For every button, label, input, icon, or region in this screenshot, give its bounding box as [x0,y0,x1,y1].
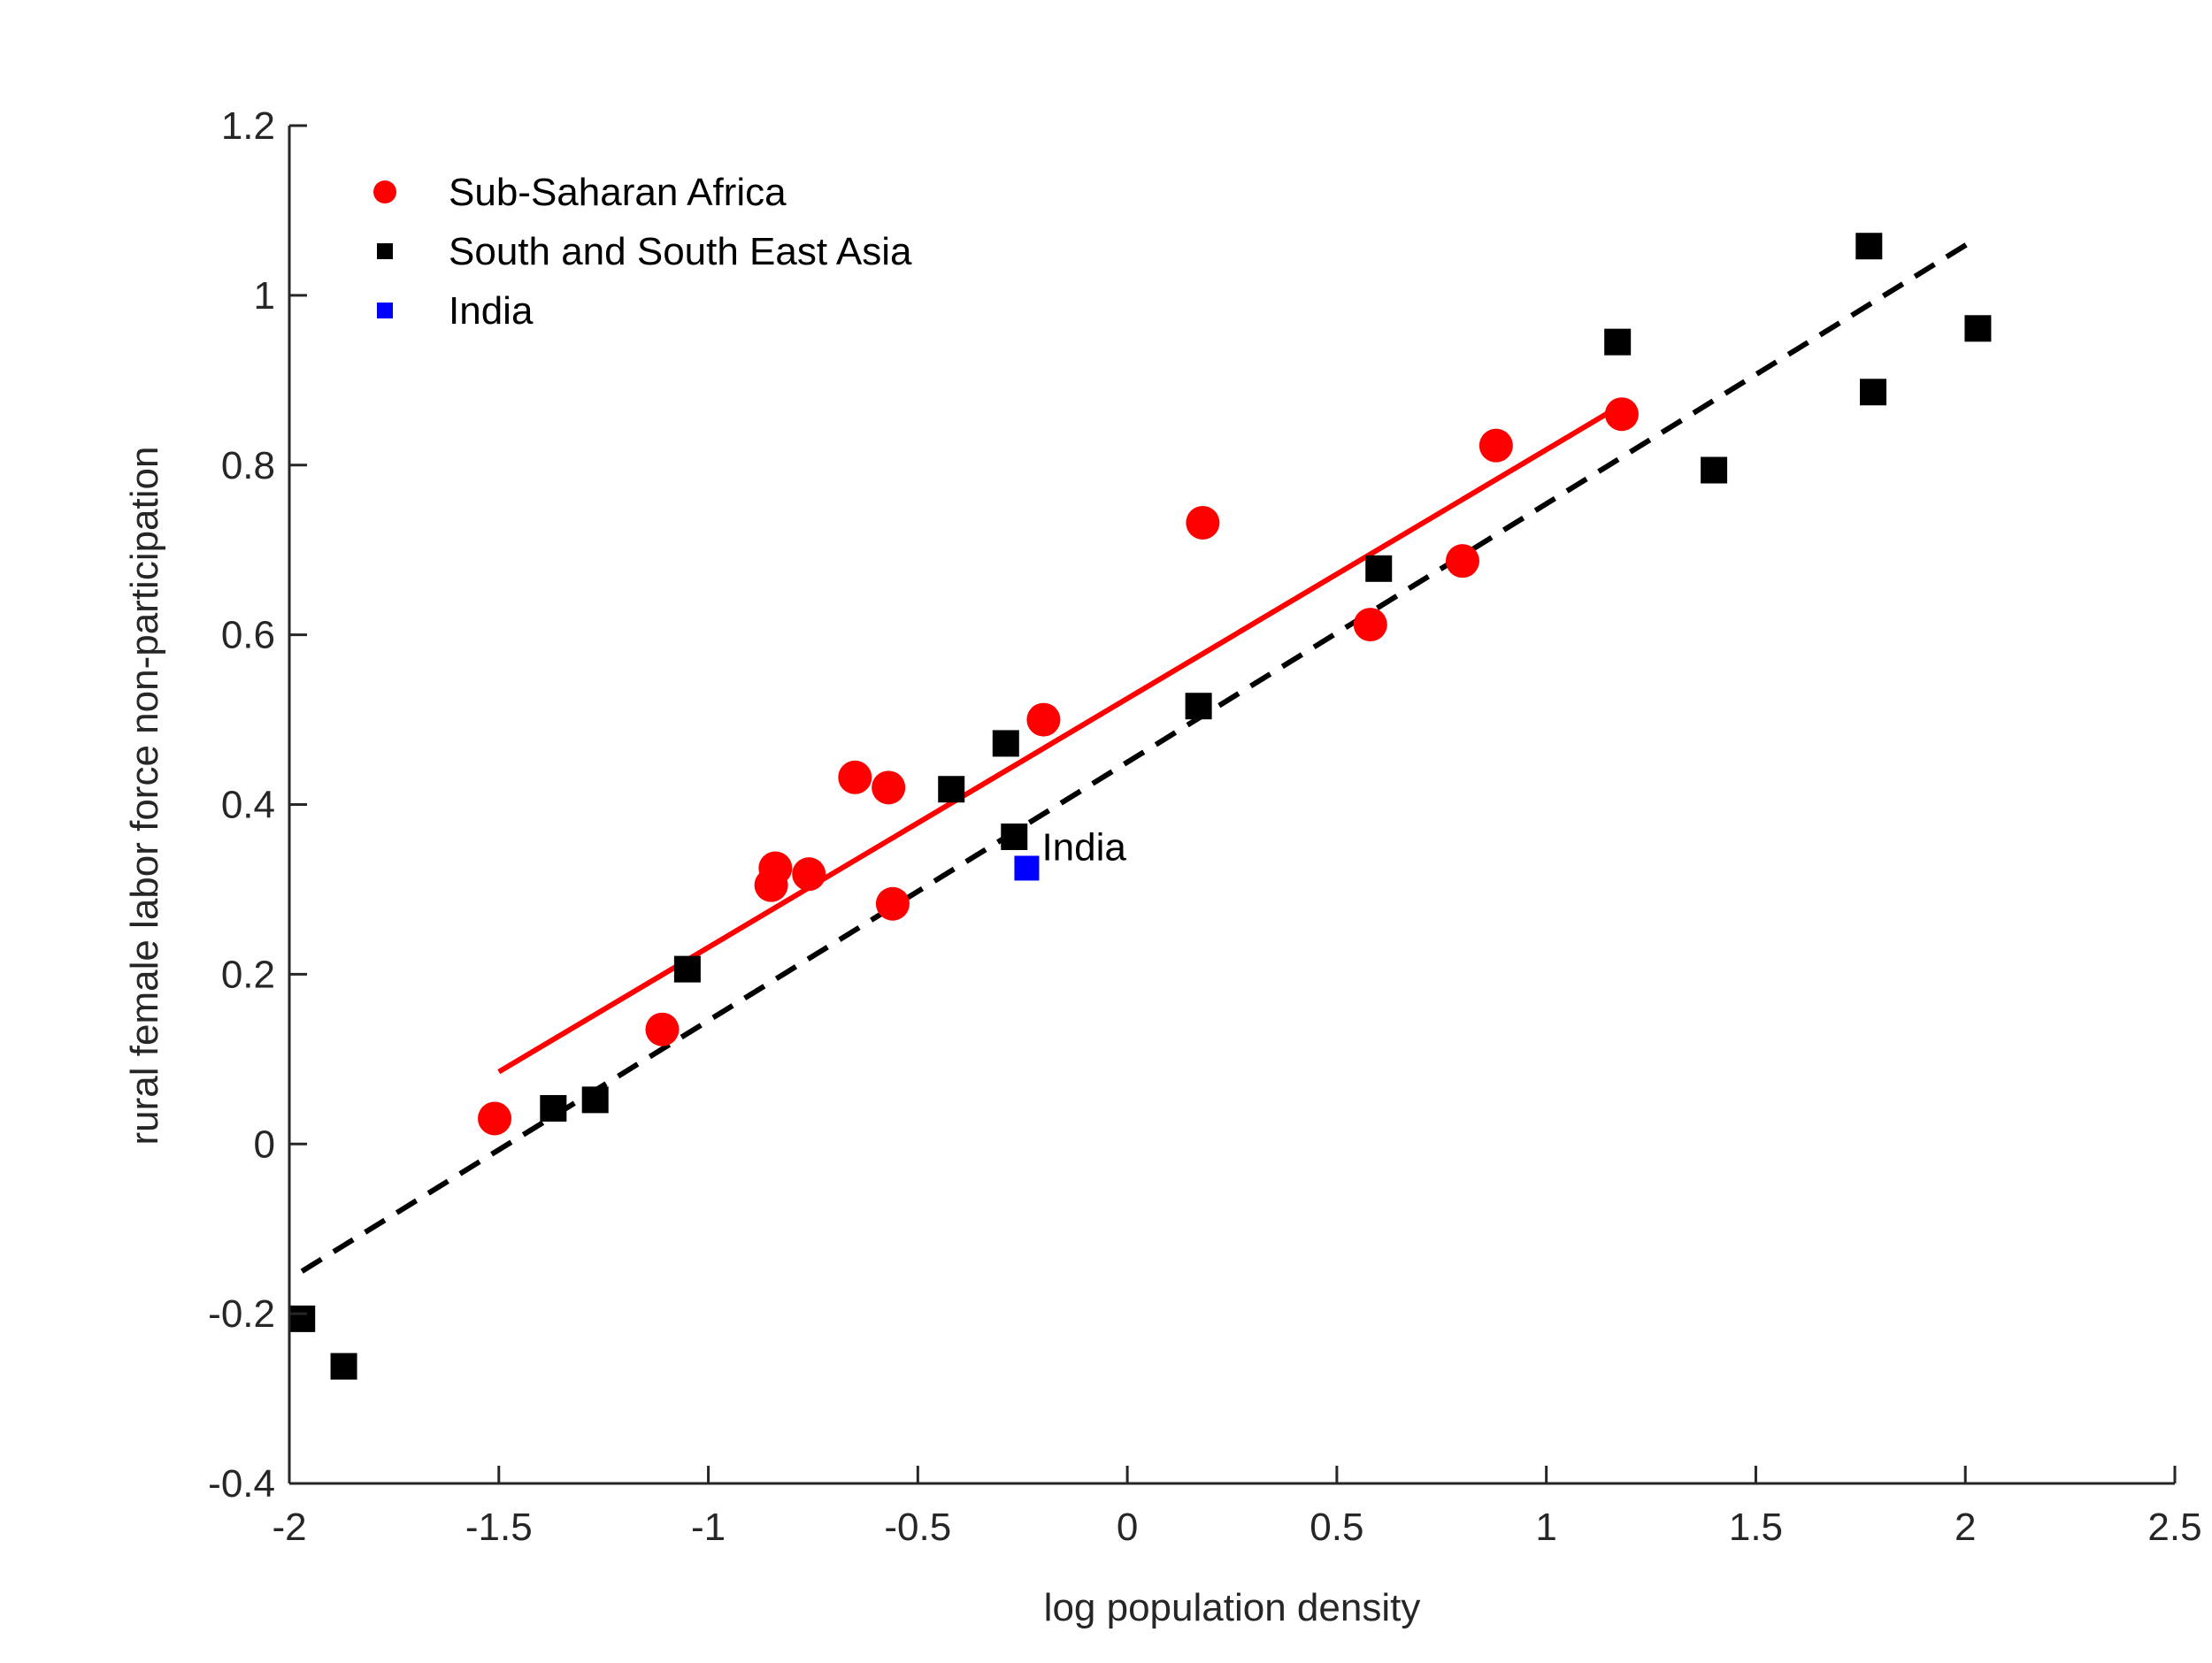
legend-marker-circle [373,180,396,203]
sub-saharan-africa-point [872,770,906,805]
annotations: India [1041,825,1126,869]
x-axis-title: log population density [1044,1586,1421,1629]
legend: Sub-Saharan Africa South and South East A… [373,171,912,333]
x-tick-label: -1.5 [465,1506,533,1549]
legend-marker-square [377,243,393,259]
x-tick-label: 2.5 [2147,1506,2201,1549]
axes: -2 -1.5 -1 -0.5 0 0.5 1 1.5 2 2.5 -0.4 -0.2 0 0.2 0.4 0… [123,104,2202,1629]
x-tick-label: 1 [1535,1506,1556,1549]
south-and-south-east-asia-point [330,1353,357,1380]
y-tick-label: 0.8 [221,444,275,487]
south-and-south-east-asia-point [938,776,965,803]
y-tick-label: 1 [254,274,275,318]
data-points [288,233,1992,1380]
south-and-south-east-asia-point [1185,693,1212,720]
south-and-south-east-asia-point [1365,555,1393,582]
sub-saharan-africa-point [1026,702,1061,737]
south-and-south-east-asia-point [288,1305,316,1332]
south-and-south-east-asia-point [581,1086,609,1114]
x-tick-label: 0.5 [1310,1506,1363,1549]
legend-marker-square [377,303,393,318]
south-and-south-east-asia-point [673,955,701,983]
south-and-south-east-asia-point [1860,379,1887,406]
sub-saharan-africa-point [1186,505,1220,540]
south-and-south-east-asia-point [1964,315,1992,342]
south-and-south-east-asia-point [1001,823,1028,850]
y-tick-label: 0.4 [221,784,275,827]
sub-saharan-africa-point [875,886,910,921]
x-tick-label: 2 [1955,1506,1976,1549]
sub-saharan-africa-point [1479,428,1513,463]
x-tick-label: 1.5 [1729,1506,1783,1549]
south-and-south-east-asia-point [992,730,1019,757]
y-tick-label: 0 [254,1123,275,1166]
india-point [1014,855,1040,881]
sub-saharan-africa-point [1353,608,1387,642]
sub-saharan-africa-point [645,1012,680,1046]
x-tick-label: -0.5 [884,1506,951,1549]
sub-saharan-africa-point [838,760,872,794]
y-tick-label: 0.2 [221,953,275,996]
asia-fit-line [300,237,1976,1274]
legend-label: South and South East Asia [449,230,912,273]
x-tick-label: 0 [1117,1506,1138,1549]
y-tick-label: 1.2 [221,104,275,148]
legend-label: Sub-Saharan Africa [449,171,787,214]
sub-saharan-africa-point [792,857,826,892]
south-and-south-east-asia-point [1701,456,1728,484]
y-tick-label: -0.2 [208,1292,275,1336]
south-and-south-east-asia-point [1604,328,1632,356]
sub-saharan-africa-point [1604,397,1639,432]
y-axis-title: rural female labor force non-participati… [123,447,166,1146]
y-tick-label: -0.4 [208,1462,275,1506]
y-tick-label: 0.6 [221,614,275,657]
africa-fit-line [497,404,1619,1075]
sub-saharan-africa-point [1445,544,1479,579]
sub-saharan-africa-point [478,1101,512,1136]
south-and-south-east-asia-point [1855,233,1883,260]
india-annotation: India [1041,825,1126,869]
south-and-south-east-asia-point [540,1094,567,1122]
legend-label: India [449,289,534,333]
x-tick-label: -2 [272,1506,306,1549]
sub-saharan-africa-point [758,851,793,885]
x-tick-label: -1 [691,1506,726,1549]
